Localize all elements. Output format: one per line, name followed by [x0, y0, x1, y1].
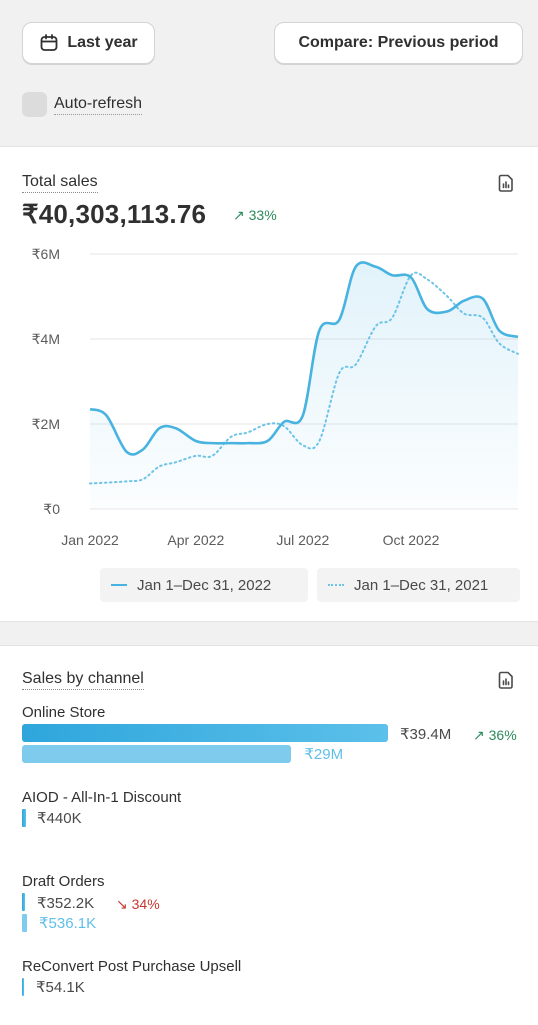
- y-tick-label: ₹4M: [32, 331, 60, 347]
- legend-solid-line: [111, 584, 127, 586]
- x-tick-label: Jul 2022: [276, 532, 329, 548]
- current-series-line: [89, 261, 519, 456]
- compare-period-button[interactable]: Compare: Previous period: [274, 22, 523, 64]
- date-range-button[interactable]: Last year: [22, 22, 155, 64]
- y-tick-label: ₹6M: [32, 246, 60, 262]
- report-icon[interactable]: [496, 670, 516, 690]
- current-series-area: [90, 262, 518, 509]
- calendar-icon: [40, 34, 58, 51]
- channel-value-current: ₹352.2K: [37, 895, 95, 912]
- channel-bar-current[interactable]: [22, 724, 388, 742]
- legend-current-label: Jan 1–Dec 31, 2022: [137, 576, 272, 594]
- total-sales-delta: ↗ 33%: [233, 207, 277, 223]
- channel-name-reconvert: ReConvert Post Purchase Upsell: [22, 958, 242, 975]
- auto-refresh-checkbox[interactable]: [22, 92, 47, 117]
- sales-by-channel-title[interactable]: Sales by channel: [22, 670, 144, 690]
- channel-bar-previous[interactable]: [22, 745, 292, 763]
- legend-current-period[interactable]: Jan 1–Dec 31, 2022: [100, 568, 308, 602]
- channel-value-previous: ₹536.1K: [39, 915, 97, 932]
- channel-name-aiod: AIOD - All-In-1 Discount: [22, 789, 182, 806]
- legend-previous-period[interactable]: Jan 1–Dec 31, 2021: [317, 568, 520, 602]
- channel-bar-previous[interactable]: [22, 914, 27, 932]
- channel-bar-current[interactable]: [22, 978, 24, 996]
- channel-delta: ↗ 36%: [473, 727, 517, 743]
- legend-previous-label: Jan 1–Dec 31, 2021: [354, 576, 489, 594]
- report-icon[interactable]: [496, 173, 516, 193]
- y-tick-label: ₹0: [43, 501, 60, 517]
- sales-line-chart: ₹0 ₹2M ₹4M ₹6M Jan 2022 Apr 2022 Jul 2022 Oct 2…: [32, 246, 519, 548]
- auto-refresh-label: Auto-refresh: [54, 95, 143, 115]
- channel-name-draft-orders: Draft Orders: [22, 873, 105, 890]
- x-tick-label: Oct 2022: [383, 532, 440, 548]
- channel-value-current: ₹440K: [37, 810, 82, 827]
- sales-by-channel-card: Sales by channel Online Store ₹39.4M ↗ 3…: [0, 645, 538, 1025]
- x-tick-label: Apr 2022: [167, 532, 224, 548]
- auto-refresh-toggle[interactable]: Auto-refresh: [22, 92, 143, 117]
- total-sales-value: ₹40,303,113.76: [22, 199, 207, 229]
- y-tick-label: ₹2M: [32, 416, 60, 432]
- date-range-label: Last year: [67, 34, 138, 51]
- channel-value-current: ₹39.4M: [400, 726, 452, 743]
- channel-value-current: ₹54.1K: [36, 979, 85, 996]
- channel-bar-current[interactable]: [22, 809, 27, 827]
- previous-series-line: [89, 271, 519, 485]
- total-sales-title[interactable]: Total sales: [22, 173, 98, 193]
- compare-period-label: Compare: Previous period: [298, 34, 499, 51]
- total-sales-card: Total sales ₹40,303,113.76 ↗ 33% ₹0 ₹2M ₹4…: [0, 146, 538, 622]
- legend-dotted-line: [328, 584, 344, 586]
- channel-value-previous: ₹29M: [304, 746, 344, 763]
- channel-name-online-store: Online Store: [22, 704, 106, 721]
- channel-bar-current[interactable]: [22, 893, 26, 911]
- channel-delta: ↘ 34%: [116, 896, 160, 912]
- x-tick-label: Jan 2022: [61, 532, 119, 548]
